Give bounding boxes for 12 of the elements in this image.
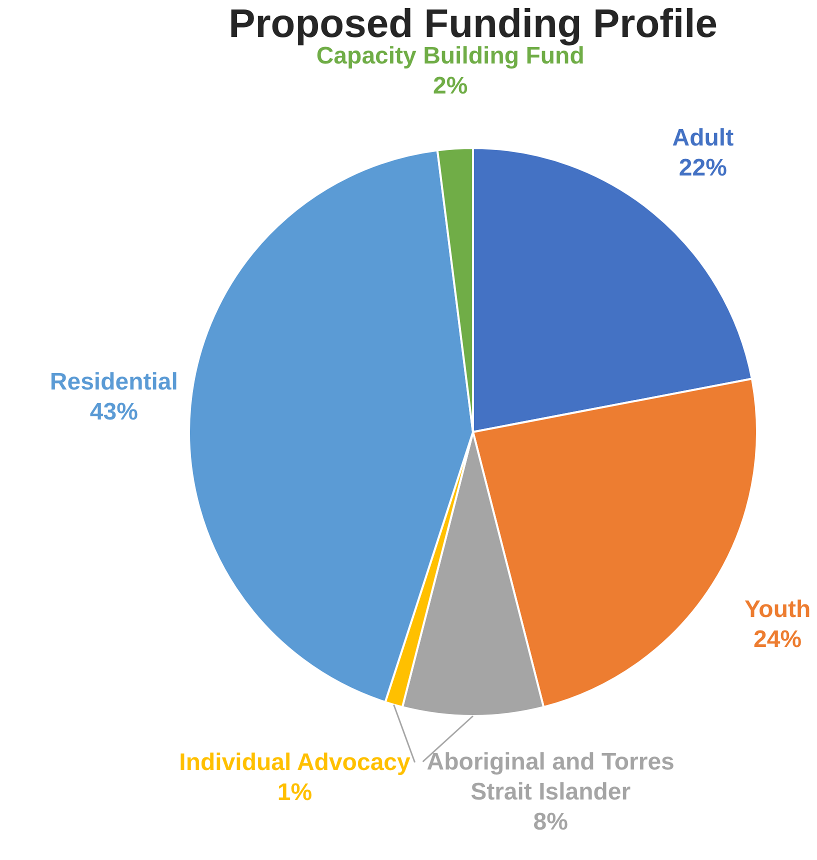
slice-label: Aboriginal and Torres Strait Islander [426, 748, 674, 806]
data-label: 8% [533, 808, 568, 836]
data-label: 43% [90, 398, 138, 426]
chart-title: Proposed Funding Profile [228, 2, 718, 46]
data-label: 24% [754, 626, 802, 653]
data-label: 22% [678, 154, 727, 182]
slice-label: Individual Advocacy [179, 748, 412, 776]
slice-label: Youth [744, 596, 811, 623]
data-label: 1% [277, 778, 312, 806]
data-label: 2% [433, 72, 468, 100]
slice-label: Adult [672, 124, 734, 152]
slice-label: Residential [50, 368, 178, 396]
